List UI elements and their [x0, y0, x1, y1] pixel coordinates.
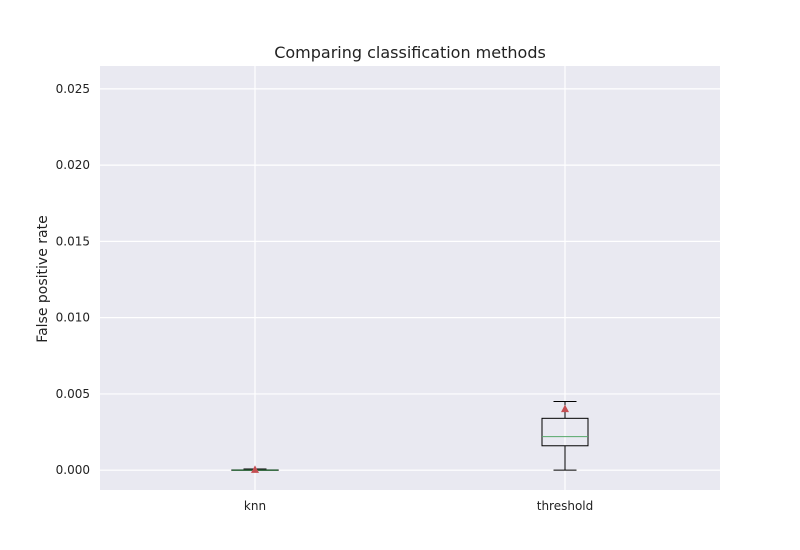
y-tick-label: 0.005 — [56, 387, 90, 401]
chart-title: Comparing classification methods — [274, 43, 546, 62]
y-tick-label: 0.025 — [56, 82, 90, 96]
y-tick-label: 0.010 — [56, 311, 90, 325]
grid — [100, 66, 720, 490]
y-tick-label: 0.020 — [56, 158, 90, 172]
y-tick-label: 0.015 — [56, 234, 90, 248]
x-tick-label: knn — [244, 499, 266, 513]
x-tick-label: threshold — [537, 499, 594, 513]
y-axis-label: False positive rate — [35, 215, 51, 342]
mean-marker — [251, 465, 259, 473]
box — [541, 417, 589, 447]
mean-marker — [561, 404, 569, 413]
y-tick-label: 0.000 — [56, 463, 90, 477]
plot-area — [100, 66, 720, 490]
boxes — [231, 401, 589, 473]
ticks: 0.000 0.005 0.010 0.015 0.020 0.025 knn thresho… — [56, 82, 594, 513]
